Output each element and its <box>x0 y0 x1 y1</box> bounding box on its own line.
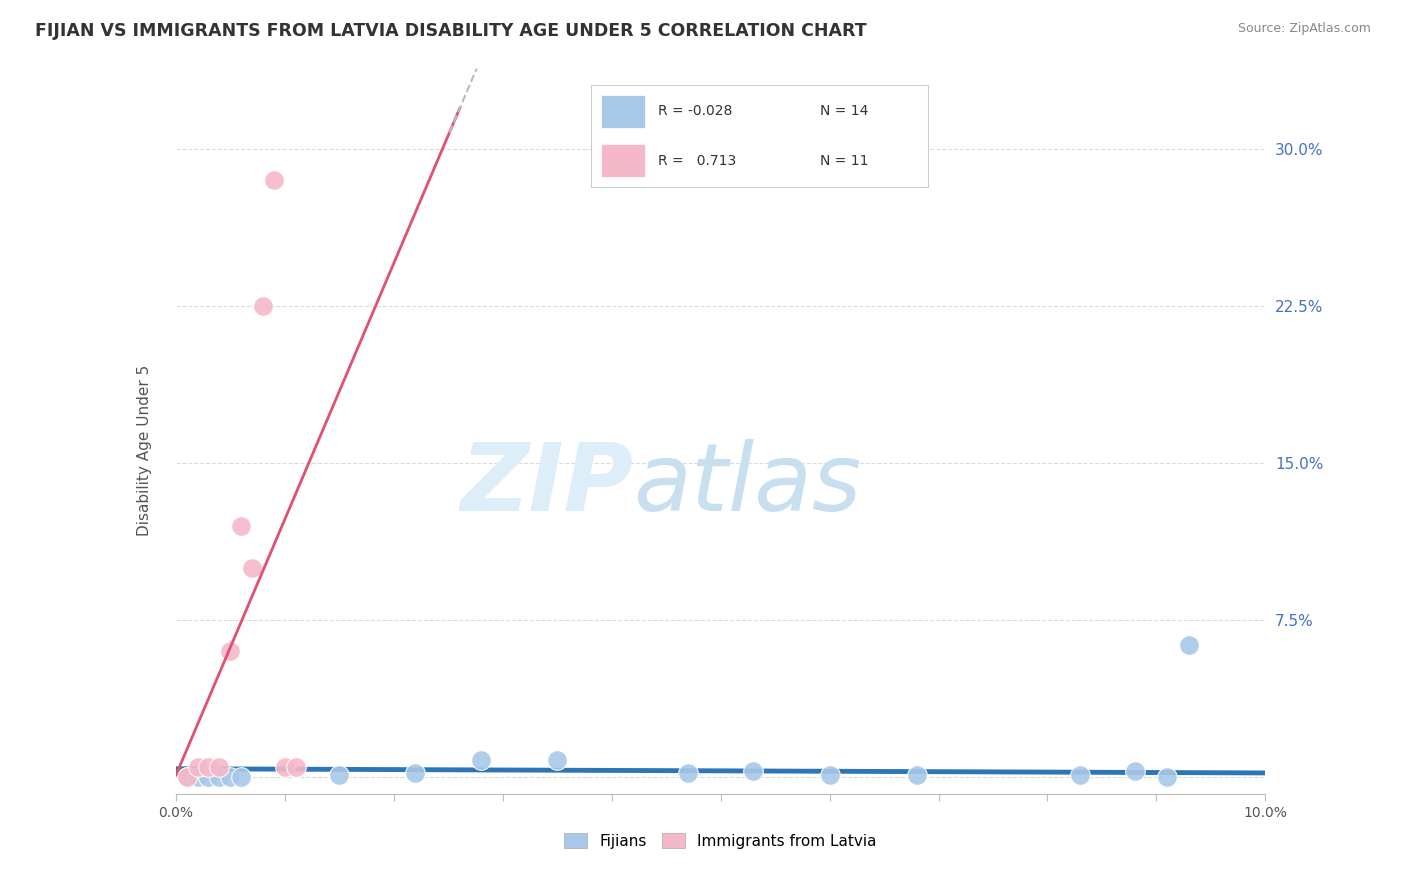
Point <box>905 768 928 782</box>
Point <box>176 770 198 784</box>
Point <box>186 759 209 773</box>
Point <box>818 768 841 782</box>
Point <box>197 759 219 773</box>
Point <box>274 759 297 773</box>
Point <box>1178 638 1201 652</box>
Point <box>176 770 198 784</box>
Point <box>676 766 699 780</box>
Point <box>208 759 231 773</box>
Text: R =   0.713: R = 0.713 <box>658 153 737 168</box>
FancyBboxPatch shape <box>600 95 644 128</box>
Point <box>197 770 219 784</box>
Point <box>470 753 492 767</box>
Text: R = -0.028: R = -0.028 <box>658 104 733 119</box>
Text: atlas: atlas <box>633 439 862 531</box>
Text: Source: ZipAtlas.com: Source: ZipAtlas.com <box>1237 22 1371 36</box>
Point <box>252 299 274 313</box>
Point <box>284 759 307 773</box>
Point <box>186 770 209 784</box>
Point <box>742 764 765 778</box>
Text: N = 11: N = 11 <box>820 153 869 168</box>
Point <box>328 768 350 782</box>
Text: FIJIAN VS IMMIGRANTS FROM LATVIA DISABILITY AGE UNDER 5 CORRELATION CHART: FIJIAN VS IMMIGRANTS FROM LATVIA DISABIL… <box>35 22 866 40</box>
Point <box>219 644 242 658</box>
Point <box>240 560 263 574</box>
Point <box>231 519 253 533</box>
Y-axis label: Disability Age Under 5: Disability Age Under 5 <box>138 365 152 536</box>
Point <box>219 770 242 784</box>
Point <box>546 753 568 767</box>
Text: N = 14: N = 14 <box>820 104 869 119</box>
Text: ZIP: ZIP <box>461 439 633 531</box>
Point <box>405 766 427 780</box>
Point <box>1123 764 1146 778</box>
Point <box>263 173 285 187</box>
FancyBboxPatch shape <box>600 145 644 177</box>
Legend: Fijians, Immigrants from Latvia: Fijians, Immigrants from Latvia <box>558 827 883 855</box>
Point <box>231 770 253 784</box>
Point <box>208 770 231 784</box>
Point <box>1156 770 1178 784</box>
Point <box>1069 768 1091 782</box>
